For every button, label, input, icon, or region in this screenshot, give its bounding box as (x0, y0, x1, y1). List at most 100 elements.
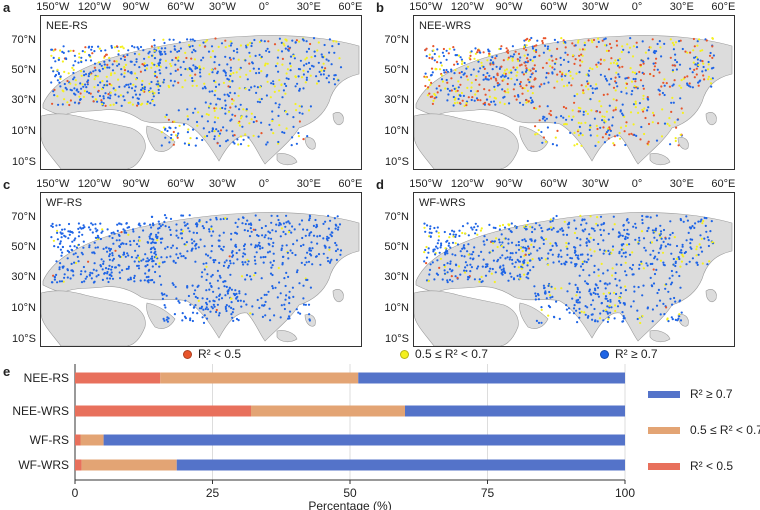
site-dot (150, 45, 153, 48)
site-dot (306, 228, 309, 231)
site-dot (177, 81, 180, 84)
site-dot (158, 69, 161, 72)
site-dot (602, 272, 605, 275)
site-dot (174, 48, 177, 51)
site-dot (70, 262, 73, 265)
site-dot (466, 264, 469, 267)
site-dot (555, 144, 558, 147)
site-dot (697, 81, 700, 84)
site-dot (674, 139, 677, 143)
site-dot (246, 258, 249, 261)
site-dot (566, 247, 569, 250)
site-dot (538, 119, 541, 122)
site-dot (529, 225, 532, 228)
site-dot (658, 89, 661, 92)
site-dot (237, 94, 240, 97)
site-dot (243, 248, 246, 251)
site-dot (63, 70, 66, 73)
site-dot (699, 246, 702, 249)
site-dot (649, 276, 652, 279)
site-dot (114, 249, 117, 252)
site-dot (285, 127, 288, 130)
site-dot (431, 95, 434, 98)
site-dot (609, 62, 612, 65)
site-dot (611, 228, 614, 231)
site-dot (533, 49, 536, 52)
site-dot (672, 101, 675, 104)
site-dot (499, 256, 502, 259)
site-dot (436, 247, 439, 250)
site-dot (488, 52, 491, 55)
site-dot (211, 307, 214, 310)
site-dot (289, 249, 292, 252)
site-dot (106, 63, 109, 66)
site-dot (177, 132, 180, 135)
site-dot (237, 143, 240, 146)
site-dot (461, 60, 464, 63)
site-dot (469, 58, 472, 61)
site-dot (244, 253, 247, 256)
lat-tick-label: 10°N (384, 125, 409, 137)
site-dot (275, 223, 278, 226)
site-dot (524, 240, 527, 243)
site-dot (140, 83, 144, 86)
site-dot (56, 95, 59, 98)
site-dot (547, 284, 550, 287)
site-dot (191, 84, 194, 87)
site-dot (619, 301, 622, 304)
site-dot (209, 56, 212, 59)
site-dot (432, 45, 435, 48)
site-dot (697, 253, 700, 256)
site-dot (629, 67, 632, 70)
site-dot (480, 227, 483, 230)
site-dot (232, 262, 235, 265)
site-dot (224, 112, 227, 115)
site-dot (190, 68, 193, 71)
site-dot (339, 66, 343, 69)
site-dot (650, 241, 654, 244)
site-dot (633, 285, 636, 288)
site-dot (90, 45, 94, 48)
site-dot (474, 93, 477, 96)
site-dot (50, 281, 54, 284)
site-dot (127, 101, 130, 104)
site-dot (82, 265, 85, 269)
site-dot (81, 83, 84, 86)
site-dot (106, 277, 109, 280)
site-dot (594, 87, 597, 90)
site-dot (556, 41, 559, 44)
site-dot (670, 252, 673, 255)
site-dot (226, 139, 229, 142)
site-dot (599, 312, 602, 315)
site-dot (663, 42, 666, 45)
site-dot (545, 237, 548, 241)
site-dot (200, 275, 203, 278)
site-dot (510, 241, 514, 244)
site-dot (574, 44, 577, 47)
site-dot (516, 58, 519, 61)
site-dot (182, 60, 185, 64)
site-dot (331, 231, 334, 234)
site-dot (655, 268, 658, 271)
site-dot (630, 80, 634, 83)
site-dot (620, 90, 623, 93)
site-dot (133, 89, 136, 92)
site-dot (553, 86, 556, 89)
site-dot (686, 75, 689, 78)
site-dot (663, 93, 666, 97)
site-dot (443, 269, 446, 272)
site-dot (108, 258, 111, 261)
site-dot (452, 233, 455, 236)
site-dot (440, 244, 443, 247)
site-dot (284, 233, 287, 236)
site-dot (696, 62, 699, 65)
site-dot (276, 56, 279, 59)
site-dot (614, 277, 617, 281)
site-dot (278, 124, 281, 127)
site-dot (574, 263, 577, 266)
site-dot (567, 115, 571, 118)
site-dot (526, 264, 529, 267)
site-dot (175, 229, 178, 232)
site-dot (86, 90, 89, 93)
site-dot (549, 242, 552, 245)
